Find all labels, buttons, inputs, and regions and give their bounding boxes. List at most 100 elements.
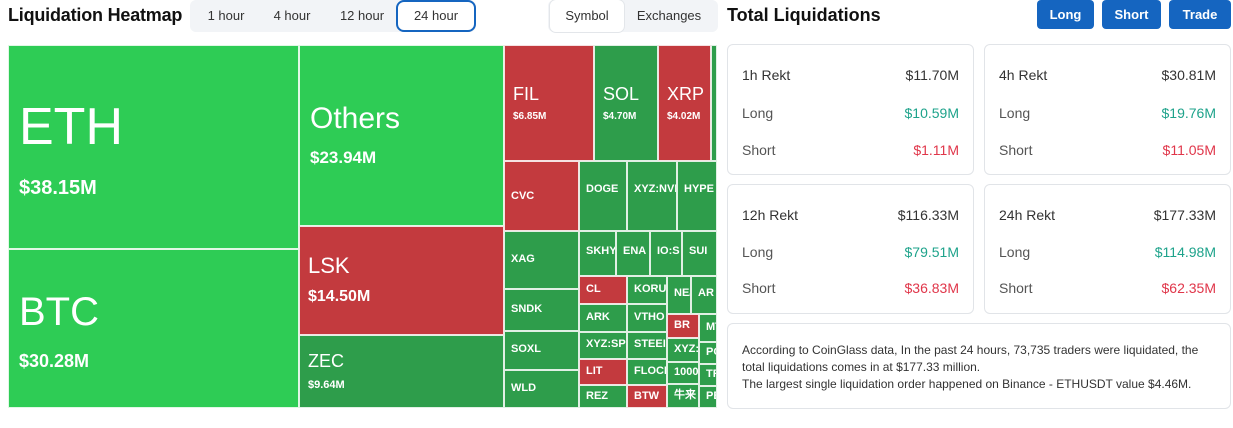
heatmap-tile-skhy[interactable]: SKHY [579,231,616,276]
tile-symbol: BR [674,319,690,331]
total-liquidations-title: Total Liquidations [727,5,881,25]
period-label: 4h Rekt [999,67,1048,83]
heatmap-tile-xyz[interactable]: XYZ: [667,338,699,362]
heatmap-tile-io-s[interactable]: IO:S [650,231,682,276]
long-button[interactable]: Long [1037,0,1094,29]
heatmap-tile-po[interactable]: PO [699,342,717,364]
heatmap-tile-mt[interactable]: MT [699,314,717,342]
tile-symbol: PE [706,390,716,402]
tile-value: $6.85M [513,111,547,122]
heatmap-tile-btc[interactable]: BTC $30.28M [8,249,299,408]
heatmap-tile-others[interactable]: Others $23.94M [299,45,504,226]
long-label: Long [999,244,1031,260]
long-value: $79.51M [904,244,959,260]
tile-symbol: 牛来 [674,389,696,401]
heatmap-tile-vtho[interactable]: VTHO [627,304,667,332]
heatmap-tile-rez[interactable]: REZ [579,385,627,408]
heatmap-tile-sndk[interactable]: SNDK [504,289,579,331]
heatmap-tile-fil[interactable]: FIL $6.85M [504,45,594,161]
tile-symbol: TR [706,368,716,380]
long-value: $114.98M [1154,244,1216,260]
heatmap-tile-cvc[interactable]: CVC [504,161,579,231]
heatmap-tile-ar[interactable]: AR [691,276,717,314]
tile-symbol: KORU [634,283,667,295]
rekt-card-4h: 4h Rekt $30.81M Long $19.76M Short $11.05M [984,44,1231,175]
tile-symbol: NE/ [674,287,691,299]
heatmap-tile-hype[interactable]: HYPE [677,161,717,231]
tab-1-hour[interactable]: 1 hour [207,8,245,23]
tile-symbol: SUI [689,245,708,257]
short-label: Short [742,142,776,158]
tab-exchanges[interactable]: Exchanges [636,8,702,23]
tile-symbol: LIT [586,365,603,377]
heatmap-tile-flock[interactable]: FLOCK [627,359,667,385]
tile-symbol: MT [706,321,716,333]
total-value: $30.81M [1161,67,1216,83]
tile-symbol: LSK [308,253,350,278]
tile-symbol: HYPE [684,183,714,195]
tab-24-hour[interactable]: 24 hour [396,0,476,32]
heatmap-tile-sui[interactable]: SUI [682,231,717,276]
tile-symbol: ARK [586,311,610,323]
tile-symbol: XRP [667,84,705,104]
tile-symbol: IO:S [657,245,680,257]
heatmap-tile-sol[interactable]: SOL $4.70M [594,45,658,161]
heatmap-tile-ne[interactable]: NE/ [667,276,691,314]
heatmap-tile-ark[interactable]: ARK [579,304,627,332]
summary-text: According to CoinGlass data, In the past… [742,343,1199,374]
short-value: $1.11M [913,142,959,158]
tile-symbol: ZEC [308,351,344,371]
period-label: 12h Rekt [742,207,799,223]
heatmap-tile-zec[interactable]: ZEC $9.64M [299,335,504,408]
heatmap-tile-pe[interactable]: PE [699,386,717,408]
heatmap-tile-xag[interactable]: XAG [504,231,579,289]
heatmap-tile-xrp[interactable]: XRP $4.02M [658,45,711,161]
tile-symbol: ENA [623,245,647,257]
heatmap-tile-koru[interactable]: KORU [627,276,667,304]
heatmap-tile-lit[interactable]: LIT [579,359,627,385]
short-value: $36.83M [904,280,959,296]
heatmap-tile-btw[interactable]: BTW [627,385,667,408]
period-label: 1h Rekt [742,67,791,83]
heatmap-tile-tr[interactable]: TR [699,364,717,386]
heatmap-title: Liquidation Heatmap [8,5,183,25]
short-value: $62.35M [1161,280,1216,296]
tile-value: $30.28M [19,351,90,371]
heatmap-tile-ena[interactable]: ENA [616,231,650,276]
short-button[interactable]: Short [1102,0,1161,29]
group-by-tabs: Symbol Exchanges [548,0,718,32]
liquidation-heatmap: ETH $38.15M BTC $30.28M Others $23.94M LSK $14.… [8,45,717,408]
tile-symbol: PO [706,346,716,358]
long-label: Long [999,105,1031,121]
heatmap-tile-wld[interactable]: WLD [504,370,579,408]
heatmap-tile-soxl[interactable]: SOXL [504,331,579,370]
heatmap-tile-doge[interactable]: DOGE [579,161,627,231]
trade-button[interactable]: Trade [1169,0,1231,29]
tile-symbol: BTC [19,290,99,334]
heatmap-tile-1000[interactable]: 1000 [667,362,699,384]
heatmap-tile-br[interactable]: BR [667,314,699,338]
heatmap-tile-steei[interactable]: STEEI [627,332,667,359]
heatmap-tile-lsk[interactable]: LSK $14.50M [299,226,504,335]
heatmap-tile-cl[interactable]: CL [579,276,627,304]
tile-value: $9.64M [308,379,345,391]
rekt-card-24h: 24h Rekt $177.33M Long $114.98M Short $62.3… [984,184,1231,314]
period-label: 24h Rekt [999,207,1056,223]
tab-4-hour[interactable]: 4 hour [273,8,311,23]
tile-symbol: SNDK [511,303,543,315]
total-value: $177.33M [1153,207,1216,223]
heatmap-tile-xyz-sp[interactable]: XYZ:SP [579,332,627,359]
long-label: Long [742,244,774,260]
heatmap-tile-eth[interactable]: ETH $38.15M [8,45,299,249]
tile-symbol: SKHY [586,245,616,257]
heatmap-tile-xyz-nvi[interactable]: XYZ:NVI [627,161,677,231]
tile-symbol: DOGE [586,183,619,195]
heatmap-tile-item-8[interactable] [711,45,717,161]
rekt-card-1h: 1h Rekt $11.70M Long $10.59M Short $1.11M [727,44,974,175]
tab-12-hour[interactable]: 12 hour [339,8,385,23]
tab-symbol[interactable]: Symbol [550,0,624,32]
tile-symbol: BTW [634,390,660,402]
tile-symbol: SOL [603,84,640,104]
heatmap-tile-item-39[interactable]: 牛来 [667,384,699,408]
tile-value: $4.02M [667,111,701,122]
